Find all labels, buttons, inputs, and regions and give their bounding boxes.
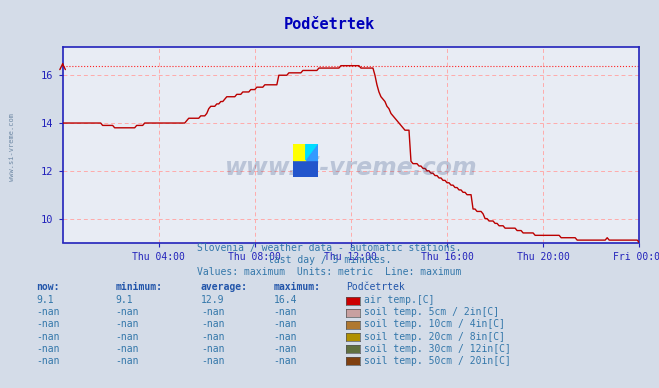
Text: -nan: -nan bbox=[201, 355, 225, 365]
Text: -nan: -nan bbox=[115, 319, 139, 329]
Text: -nan: -nan bbox=[273, 319, 297, 329]
Text: -nan: -nan bbox=[36, 343, 60, 353]
Text: www.si-vreme.com: www.si-vreme.com bbox=[9, 113, 14, 182]
Text: -nan: -nan bbox=[273, 307, 297, 317]
Text: Values: maximum  Units: metric  Line: maximum: Values: maximum Units: metric Line: maxi… bbox=[197, 267, 462, 277]
Polygon shape bbox=[306, 144, 318, 160]
Text: -nan: -nan bbox=[201, 331, 225, 341]
Text: 12.9: 12.9 bbox=[201, 295, 225, 305]
Text: now:: now: bbox=[36, 282, 60, 292]
Text: soil temp. 50cm / 20in[C]: soil temp. 50cm / 20in[C] bbox=[364, 355, 511, 365]
Text: -nan: -nan bbox=[201, 343, 225, 353]
Text: -nan: -nan bbox=[201, 319, 225, 329]
Text: last day / 5 minutes.: last day / 5 minutes. bbox=[268, 255, 391, 265]
Bar bbox=[293, 144, 306, 160]
Bar bbox=[293, 144, 306, 160]
Text: www.si-vreme.com: www.si-vreme.com bbox=[225, 156, 477, 180]
Text: average:: average: bbox=[201, 282, 248, 292]
Text: air temp.[C]: air temp.[C] bbox=[364, 295, 435, 305]
Text: Podčetrtek: Podčetrtek bbox=[346, 282, 405, 292]
Text: -nan: -nan bbox=[115, 343, 139, 353]
Text: -nan: -nan bbox=[201, 307, 225, 317]
Text: -nan: -nan bbox=[36, 307, 60, 317]
Text: -nan: -nan bbox=[115, 355, 139, 365]
Text: 16.4: 16.4 bbox=[273, 295, 297, 305]
Text: minimum:: minimum: bbox=[115, 282, 162, 292]
Text: -nan: -nan bbox=[273, 331, 297, 341]
Text: maximum:: maximum: bbox=[273, 282, 320, 292]
Text: -nan: -nan bbox=[115, 331, 139, 341]
Text: soil temp. 30cm / 12in[C]: soil temp. 30cm / 12in[C] bbox=[364, 343, 511, 353]
Text: -nan: -nan bbox=[36, 331, 60, 341]
Text: soil temp. 5cm / 2in[C]: soil temp. 5cm / 2in[C] bbox=[364, 307, 500, 317]
Text: Podčetrtek: Podčetrtek bbox=[284, 17, 375, 33]
Text: -nan: -nan bbox=[273, 343, 297, 353]
Text: soil temp. 20cm / 8in[C]: soil temp. 20cm / 8in[C] bbox=[364, 331, 505, 341]
Text: Slovenia / weather data - automatic stations.: Slovenia / weather data - automatic stat… bbox=[197, 243, 462, 253]
Text: 9.1: 9.1 bbox=[115, 295, 133, 305]
Text: -nan: -nan bbox=[273, 355, 297, 365]
Text: soil temp. 10cm / 4in[C]: soil temp. 10cm / 4in[C] bbox=[364, 319, 505, 329]
Text: -nan: -nan bbox=[115, 307, 139, 317]
Text: -nan: -nan bbox=[36, 355, 60, 365]
Text: -nan: -nan bbox=[36, 319, 60, 329]
Polygon shape bbox=[306, 144, 318, 160]
Text: 9.1: 9.1 bbox=[36, 295, 54, 305]
